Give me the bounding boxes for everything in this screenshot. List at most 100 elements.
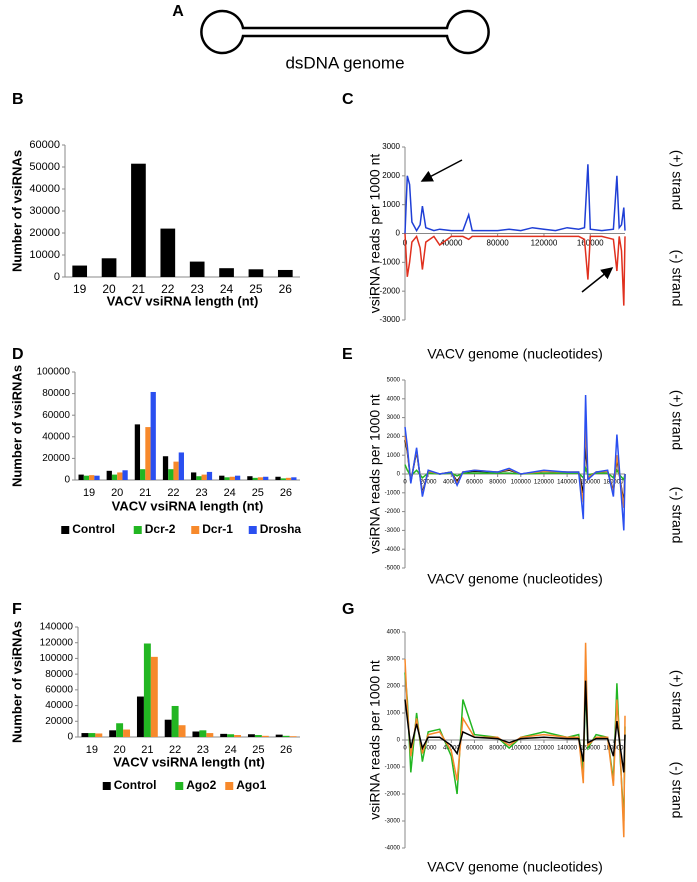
bar [78, 474, 84, 480]
x-tick-label: 21 [141, 744, 153, 756]
bar [178, 452, 184, 480]
legend-label: Ago2 [186, 778, 216, 792]
bar [109, 730, 117, 737]
bar [192, 731, 200, 737]
x-tick-label: 160000 [580, 746, 601, 752]
y-tick-label: 3000 [387, 415, 401, 421]
x-tick-label: 21 [132, 282, 146, 296]
bar [234, 475, 241, 480]
x-tick-label: 160000 [580, 480, 601, 486]
bar [206, 733, 214, 737]
x-tick-label: 40000 [440, 239, 463, 248]
bar [277, 269, 293, 277]
strand-label: (-) strand [669, 487, 685, 544]
bar [106, 470, 112, 480]
bar [83, 475, 90, 480]
y-tick-label: 140000 [40, 622, 74, 633]
y-tick-label: 4000 [387, 630, 401, 636]
bar [117, 472, 123, 480]
legend-label: Control [114, 778, 157, 792]
bar [257, 477, 264, 480]
bar [191, 472, 197, 480]
y-tick-label: -2000 [385, 792, 401, 798]
legend-swatch [133, 526, 142, 534]
legend-label: Ago1 [236, 778, 266, 792]
panel-label: C [342, 91, 354, 108]
y-tick-label: -2000 [380, 286, 401, 295]
bar [201, 474, 207, 480]
bar [136, 696, 144, 737]
bar [140, 469, 146, 480]
x-tick-label: 120000 [534, 480, 555, 486]
bar [122, 470, 128, 480]
bar [116, 723, 124, 737]
x-axis-label: VACV vsiRNA length (nt) [113, 754, 265, 769]
y-tick-label: -3000 [385, 819, 401, 825]
y-tick-label: 1000 [382, 200, 400, 209]
bar [81, 733, 89, 737]
y-axis-label: vsiRNA reads per 1000 nt [367, 394, 383, 554]
y-tick-label: 4000 [387, 396, 401, 402]
bar [131, 163, 146, 277]
y-tick-label: 40000 [42, 431, 70, 442]
bar [219, 268, 234, 277]
bar [252, 477, 258, 480]
x-tick-label: 24 [220, 282, 234, 296]
bar [134, 424, 141, 480]
x-tick-label: 22 [167, 487, 179, 499]
y-axis-label: Number of vsiRNAs [9, 621, 24, 743]
bar [111, 474, 118, 480]
x-axis-label: VACV genome (nucleotides) [427, 571, 603, 587]
bar [263, 476, 269, 480]
bar [289, 736, 297, 737]
y-tick-label: 30000 [29, 205, 60, 217]
y-tick-label: -1000 [380, 257, 401, 266]
x-tick-label: 23 [191, 282, 205, 296]
bar [219, 475, 225, 480]
bar [275, 476, 281, 480]
y-axis-label: Number of vsiRNAs [9, 150, 24, 272]
x-tick-label: 19 [86, 744, 98, 756]
y-tick-label: 100000 [37, 367, 71, 378]
bar [285, 477, 292, 480]
x-tick-label: 26 [280, 744, 292, 756]
y-tick-label: 10000 [29, 249, 60, 261]
y-tick-label: 3000 [382, 142, 400, 151]
bar [164, 719, 172, 737]
bar [224, 477, 230, 480]
x-tick-label: 22 [161, 282, 175, 296]
y-axis-label: vsiRNA reads per 1000 nt [367, 154, 383, 314]
y-tick-label: 5000 [387, 378, 401, 384]
legend-swatch [175, 782, 184, 790]
x-tick-label: 40000 [443, 746, 460, 752]
x-tick-label: 140000 [557, 746, 578, 752]
bar [145, 427, 151, 480]
y-tick-label: 100000 [40, 653, 74, 664]
panel-label: B [12, 91, 24, 108]
x-tick-label: 100000 [511, 746, 532, 752]
y-tick-label: -4000 [385, 846, 401, 852]
panel-label: G [342, 601, 354, 618]
y-tick-label: 0 [54, 271, 60, 283]
panel-label: D [12, 346, 24, 363]
genome-shape [200, 9, 490, 55]
y-tick-label: 1000 [387, 711, 401, 717]
y-tick-label: 2000 [387, 684, 401, 690]
y-tick-label: 60000 [45, 684, 73, 695]
series-line [404, 394, 626, 531]
y-tick-label: -3000 [385, 528, 401, 534]
y-tick-label: 0 [396, 229, 401, 238]
bar [234, 735, 242, 737]
y-tick-label: 60000 [42, 410, 70, 421]
x-axis-label: VACV vsiRNA length (nt) [112, 498, 264, 513]
strand-label: (-) strand [669, 250, 685, 307]
y-tick-label: -5000 [385, 566, 401, 572]
legend-swatch [102, 782, 111, 790]
y-tick-label: 0 [67, 732, 73, 743]
strand-label: (-) strand [669, 762, 685, 819]
series-line [404, 233, 626, 306]
bar [143, 643, 151, 737]
bar [94, 475, 100, 480]
diagram-caption: dsDNA genome [285, 53, 404, 72]
x-axis-label: VACV genome (nucleotides) [427, 859, 603, 875]
